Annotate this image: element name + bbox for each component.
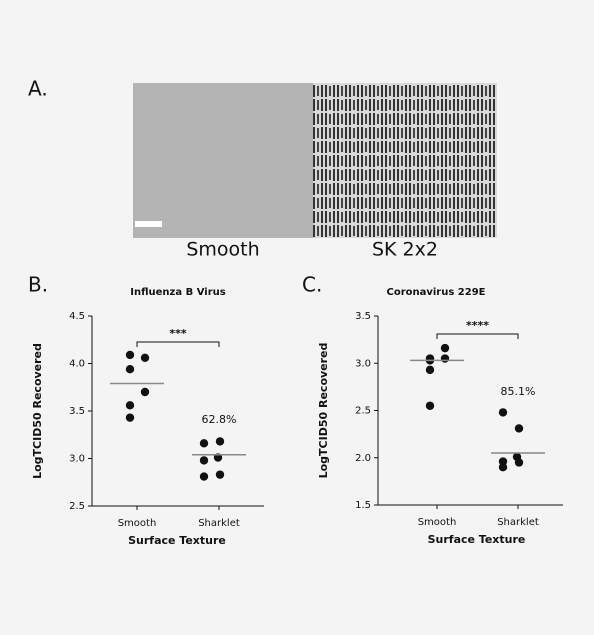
- panel-label: C.: [302, 273, 322, 297]
- significance-bracket: [436, 333, 519, 339]
- data-point: [498, 463, 508, 472]
- y-tick-label: 2.5: [355, 406, 371, 417]
- data-point: [199, 472, 209, 481]
- chart-title: Coronavirus 229E: [386, 287, 485, 298]
- x-tick-label: Sharklet: [497, 517, 539, 528]
- x-axis-label: Surface Texture: [128, 534, 226, 547]
- data-point: [425, 365, 435, 375]
- data-point: [514, 424, 524, 433]
- smooth-image: [133, 83, 313, 238]
- data-point: [440, 354, 450, 363]
- image-label: SK 2x2: [372, 239, 438, 261]
- data-point: [498, 408, 508, 417]
- y-tick-label: 3.0: [355, 358, 371, 369]
- panel-label: B.: [28, 273, 48, 297]
- y-tick-label: 2.5: [69, 501, 85, 512]
- data-point: [215, 470, 225, 479]
- data-point: [140, 387, 150, 397]
- x-tick-label: Smooth: [118, 518, 157, 529]
- chart-title: Influenza B Virus: [130, 287, 225, 298]
- y-tick-label: 4.0: [69, 359, 85, 370]
- data-point: [199, 456, 209, 465]
- significance-bracket: [136, 341, 220, 347]
- y-tick-label: 1.5: [355, 500, 371, 511]
- x-tick-label: Sharklet: [198, 518, 240, 529]
- data-point: [140, 353, 150, 362]
- y-tick-label: 4.5: [69, 311, 85, 322]
- data-point: [125, 365, 135, 374]
- data-point: [125, 401, 135, 410]
- scale-bar: [135, 221, 162, 227]
- data-point: [425, 401, 435, 410]
- significance-label: ****: [466, 319, 489, 332]
- data-point: [125, 413, 135, 422]
- data-point: [125, 350, 135, 360]
- y-tick-label: 3.0: [69, 454, 85, 465]
- x-tick-label: Smooth: [418, 517, 457, 528]
- image-label: Smooth: [186, 239, 259, 261]
- reduction-label: 85.1%: [501, 385, 536, 398]
- data-point: [514, 458, 524, 467]
- y-tick-label: 3.5: [355, 311, 371, 322]
- data-point: [199, 439, 209, 448]
- significance-label: ***: [169, 327, 187, 340]
- y-tick-label: 3.5: [69, 406, 85, 417]
- sharklet-image: [313, 83, 497, 238]
- data-point: [440, 343, 450, 353]
- data-point: [215, 437, 225, 446]
- y-tick-label: 2.0: [355, 453, 371, 464]
- reduction-label: 62.8%: [202, 413, 237, 426]
- y-axis-label: LogTCID50 Recovered: [317, 343, 330, 479]
- x-axis-label: Surface Texture: [428, 533, 526, 546]
- y-axis-label: LogTCID50 Recovered: [31, 343, 44, 479]
- panel-label: A.: [28, 77, 48, 101]
